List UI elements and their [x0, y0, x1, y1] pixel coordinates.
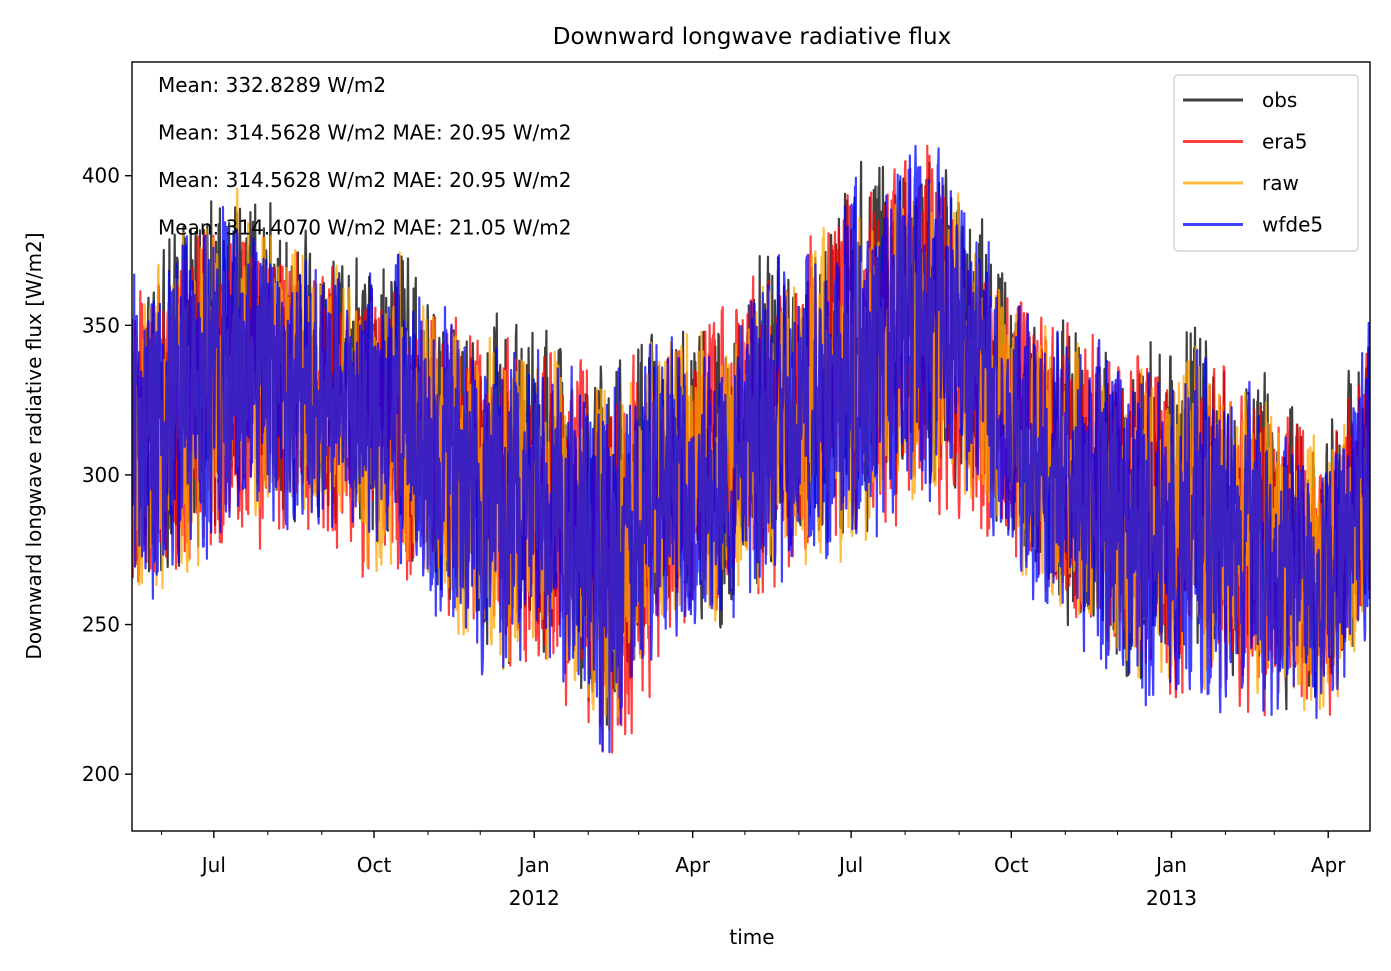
legend-label-raw: raw [1262, 171, 1299, 195]
y-tick-label-350: 350 [82, 313, 120, 337]
annotation-0: Mean: 332.8289 W/m2 [158, 73, 386, 97]
y-tick-label-400: 400 [82, 164, 120, 188]
chart-title: Downward longwave radiative flux [553, 24, 951, 50]
x-axis-label: time [729, 925, 774, 949]
plot-frame [131, 61, 1371, 832]
y-tick-label-200: 200 [82, 762, 120, 786]
x-tick-label-4: Jul [837, 853, 863, 877]
y-axis-label: Downward longwave radiative flux [W/m2] [22, 232, 46, 659]
y-axis: 200 250 300 350 400 [82, 164, 132, 786]
annotations: Mean: 332.8289 W/m2 Mean: 314.5628 W/m2 M… [158, 73, 571, 240]
x-tick-label-6: Jan [1154, 853, 1187, 877]
legend-label-era5: era5 [1262, 130, 1308, 154]
legend-label-wfde5: wfde5 [1262, 213, 1323, 237]
x-tick-label-3: Apr [675, 853, 710, 877]
x-tick-label-7: Apr [1311, 853, 1346, 877]
x-tick-label-2: Jan [517, 853, 550, 877]
series-line-wfde5 [132, 144, 1370, 754]
x-year-label-6: 2013 [1146, 886, 1197, 910]
legend-label-obs: obs [1262, 88, 1297, 112]
x-year-label-2: 2012 [509, 886, 560, 910]
x-axis: Jul Oct Jan 2012 Apr Jul Oct Jan 2013 Apr [161, 831, 1346, 910]
legend: obs era5 raw wfde5 [1173, 74, 1359, 252]
y-tick-label-300: 300 [82, 463, 120, 487]
annotation-3: Mean: 314.4070 W/m2 MAE: 21.05 W/m2 [158, 216, 571, 240]
series-layer [132, 144, 1370, 754]
x-tick-label-0: Jul [200, 853, 226, 877]
annotation-1: Mean: 314.5628 W/m2 MAE: 20.95 W/m2 [158, 121, 571, 145]
legend-box [1173, 74, 1359, 252]
annotation-2: Mean: 314.5628 W/m2 MAE: 20.95 W/m2 [158, 168, 571, 192]
y-tick-label-250: 250 [82, 613, 120, 637]
x-tick-label-5: Oct [994, 853, 1029, 877]
x-tick-label-1: Oct [357, 853, 392, 877]
